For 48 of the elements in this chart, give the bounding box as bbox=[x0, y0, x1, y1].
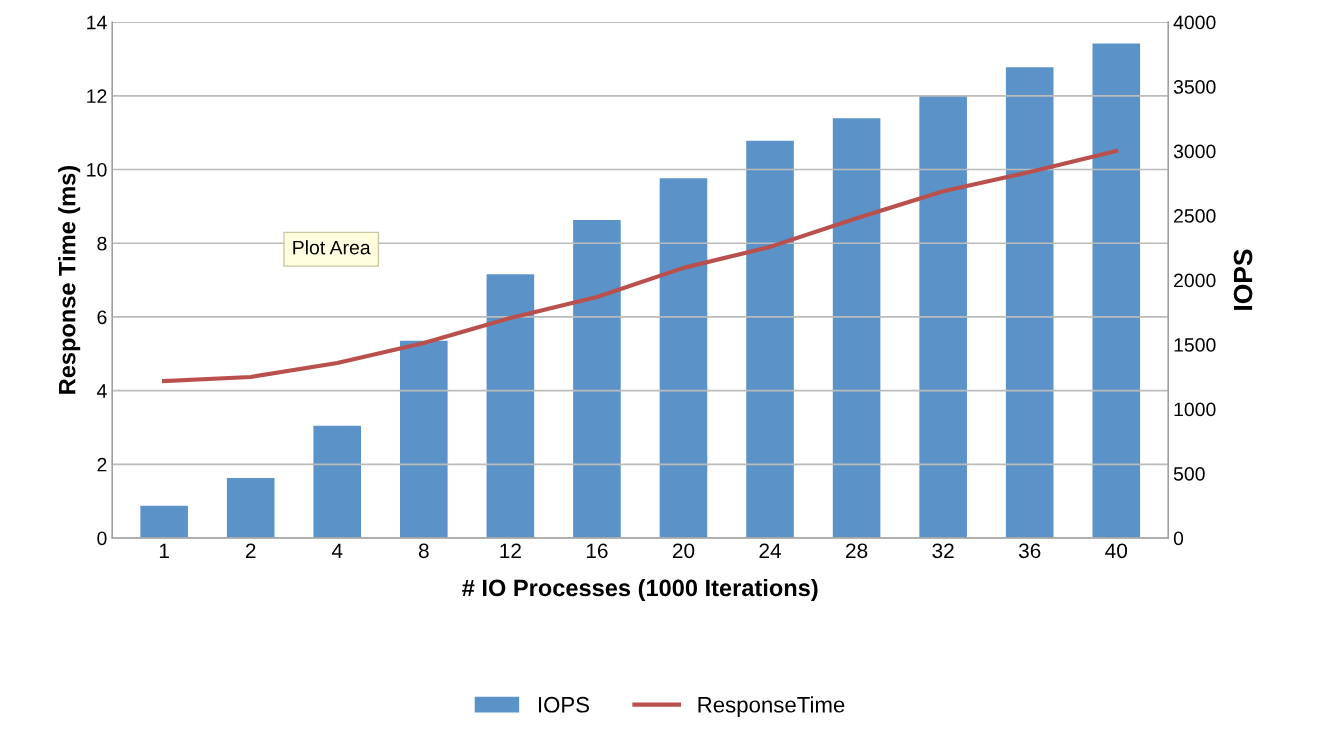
x-tick-label: 16 bbox=[586, 543, 608, 559]
y-tick-label: 8 bbox=[97, 236, 107, 251]
x-tick-label: 2 bbox=[245, 543, 256, 558]
y-tick-label: 0 bbox=[97, 531, 107, 546]
y2-tick-label: 2500 bbox=[1174, 209, 1216, 223]
bar bbox=[400, 340, 448, 539]
y2-axis-title: IOPS bbox=[1233, 249, 1253, 310]
y-tick-label: 2 bbox=[97, 457, 107, 472]
y2-tick-label: 4000 bbox=[1173, 15, 1216, 30]
x-tick-label: 24 bbox=[759, 543, 782, 558]
y-tick-label: 4 bbox=[96, 384, 107, 398]
x-tick-label: 4 bbox=[331, 543, 343, 558]
y-tick-label: 6 bbox=[97, 310, 107, 325]
y-tick-label: 10 bbox=[87, 162, 107, 177]
y2-tick-label: 1000 bbox=[1174, 402, 1216, 417]
legend-label: ResponseTime bbox=[698, 696, 845, 717]
annotation: Plot Area bbox=[293, 240, 371, 255]
x-tick-label: 32 bbox=[932, 543, 954, 559]
x-tick-label: 8 bbox=[418, 543, 429, 559]
y-axis-title: Response Time (ms) bbox=[58, 165, 81, 394]
bar bbox=[1092, 43, 1141, 539]
x-tick-label: 28 bbox=[846, 543, 868, 559]
y2-tick-label: 3000 bbox=[1173, 144, 1216, 159]
y-tick-label: 14 bbox=[87, 15, 107, 30]
x-tick-label: 40 bbox=[1105, 543, 1128, 559]
bar bbox=[832, 118, 881, 539]
bar bbox=[486, 274, 535, 539]
bar bbox=[746, 140, 794, 539]
bar bbox=[1005, 67, 1054, 539]
line-series bbox=[162, 148, 1119, 384]
bar bbox=[573, 220, 621, 539]
y2-tick-label: 0 bbox=[1173, 531, 1184, 546]
x-tick-label: 36 bbox=[1018, 543, 1041, 559]
y2-tick-label: 3500 bbox=[1173, 80, 1216, 94]
bar bbox=[140, 505, 188, 539]
y-tick-label: 12 bbox=[87, 89, 107, 103]
y2-tick-label: 2000 bbox=[1174, 273, 1216, 288]
bar bbox=[226, 478, 275, 539]
bar bbox=[919, 94, 967, 539]
y2-tick-label: 500 bbox=[1173, 466, 1205, 481]
bar bbox=[659, 178, 708, 539]
x-axis-title: # IO Processes (1000 Iterations) bbox=[462, 578, 818, 601]
x-tick-label: 12 bbox=[500, 543, 521, 558]
legend-label: IOPS bbox=[538, 696, 590, 713]
bar bbox=[313, 425, 362, 539]
y2-tick-label: 1500 bbox=[1174, 338, 1216, 352]
x-tick-label: 1 bbox=[159, 543, 169, 558]
x-tick-label: 20 bbox=[672, 543, 695, 559]
